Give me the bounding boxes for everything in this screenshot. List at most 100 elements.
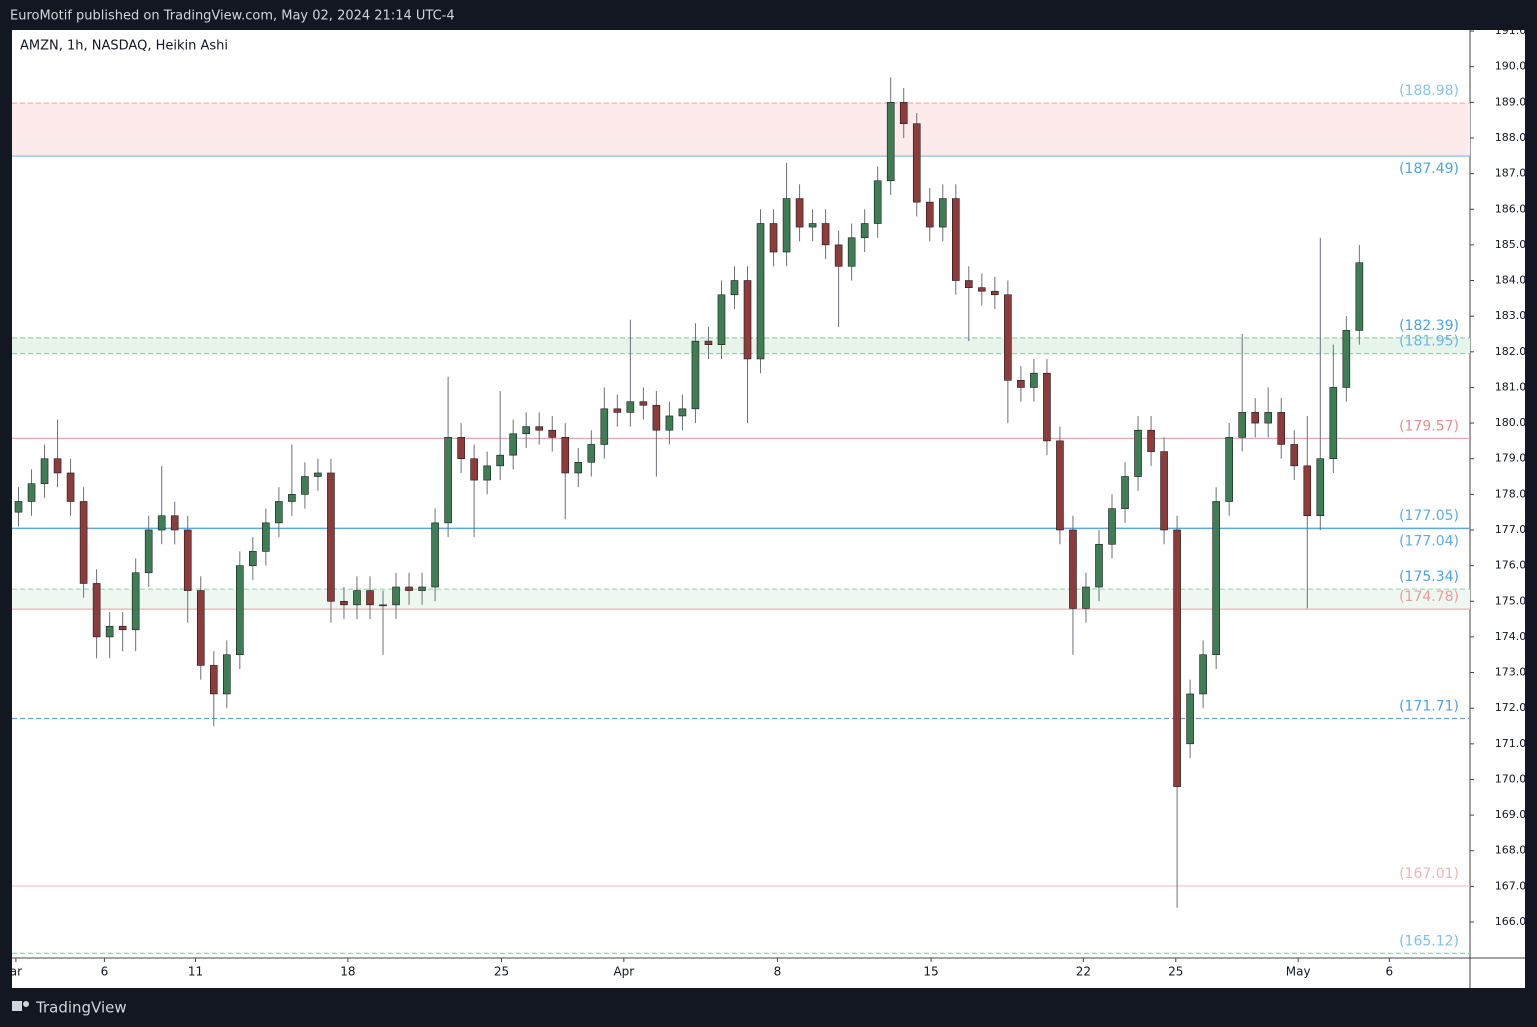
candle-body <box>66 472 75 502</box>
candle-body <box>769 223 778 253</box>
candle-body <box>236 565 244 656</box>
candle-body <box>1160 451 1168 531</box>
candle-body <box>1147 429 1155 452</box>
candle-body <box>170 515 179 531</box>
candle-body <box>183 529 192 591</box>
candle-body <box>808 223 817 228</box>
level-label: (165.12) <box>1399 933 1459 949</box>
candle-body <box>444 437 452 524</box>
candle-body <box>131 572 140 631</box>
candle-body <box>1121 476 1129 509</box>
y-tick-label: 187.00 <box>1495 167 1534 180</box>
plot-background <box>12 30 1525 988</box>
y-tick-label: 182.00 <box>1495 345 1534 358</box>
x-tick-label: 15 <box>923 965 938 979</box>
zone <box>12 337 1470 354</box>
candle-body <box>991 290 999 296</box>
candle-body <box>899 102 908 125</box>
candle-body <box>157 515 166 531</box>
candle-body <box>340 600 348 606</box>
candle-body <box>704 340 713 345</box>
y-tick-label: 174.00 <box>1495 630 1534 643</box>
x-tick-label: 25 <box>1168 965 1183 979</box>
candle-body <box>1238 412 1246 438</box>
candle-body <box>53 458 62 474</box>
zone <box>12 103 1470 157</box>
candle-body <box>327 472 335 602</box>
candle-body <box>1004 294 1012 381</box>
brand: TradingView <box>35 999 127 1017</box>
candle-body <box>262 522 270 552</box>
candle-body <box>418 586 426 591</box>
candle-body <box>288 494 296 502</box>
candle-body <box>795 198 804 228</box>
y-tick-label: 180.00 <box>1495 416 1534 429</box>
candle-body <box>847 237 856 267</box>
candle-body <box>951 198 960 281</box>
y-tick-label: 176.00 <box>1495 559 1534 572</box>
y-tick-label: 171.00 <box>1495 737 1534 750</box>
y-tick-label: 183.00 <box>1495 309 1534 322</box>
level-label: (171.71) <box>1399 699 1459 715</box>
candle-body <box>978 287 986 292</box>
y-tick-label: 189.00 <box>1495 95 1534 108</box>
level-label: (181.95) <box>1399 334 1459 350</box>
candle-body <box>509 433 517 456</box>
level-label: (175.34) <box>1399 569 1459 585</box>
candle-body <box>1355 262 1364 331</box>
x-tick-label: May <box>1286 965 1311 979</box>
candle-body <box>561 437 570 474</box>
candle-body <box>1017 380 1025 388</box>
y-tick-label: 169.00 <box>1495 808 1534 821</box>
candle-body <box>209 665 218 695</box>
candle-body <box>275 501 283 524</box>
y-tick-label: 188.00 <box>1495 131 1534 144</box>
candle-body <box>626 401 635 413</box>
level-label: (187.49) <box>1399 161 1459 177</box>
candle-body <box>118 625 127 631</box>
candle-body <box>730 280 739 296</box>
candle-body <box>691 340 700 410</box>
candle-body <box>1082 586 1090 609</box>
y-tick-label: 170.00 <box>1495 772 1534 785</box>
candle-body <box>1329 387 1338 460</box>
candle-body <box>431 522 439 588</box>
candle-body <box>860 223 869 239</box>
level-label: (177.04) <box>1399 534 1459 550</box>
candle-body <box>470 458 478 481</box>
candle-body <box>1212 501 1220 656</box>
candle-body <box>574 461 583 474</box>
x-tick-label: 8 <box>774 965 782 979</box>
x-tick-label: ar <box>10 965 22 979</box>
y-tick-label: 177.00 <box>1495 523 1534 536</box>
candle-body <box>938 198 947 228</box>
candle-body <box>821 223 830 246</box>
y-tick-label: 181.00 <box>1495 380 1534 393</box>
y-tick-label: 172.00 <box>1495 701 1534 714</box>
x-tick-label: 25 <box>494 965 509 979</box>
level-label: (188.98) <box>1399 83 1459 99</box>
candle-body <box>79 501 88 584</box>
candle-body <box>613 408 622 413</box>
candle-body <box>1186 693 1194 745</box>
candle-body <box>405 586 413 591</box>
candle-body <box>1108 508 1116 545</box>
candle-body <box>717 294 726 345</box>
candle-body <box>912 123 921 203</box>
candle-body <box>1069 529 1077 609</box>
x-tick-label: 22 <box>1076 965 1091 979</box>
candle-body <box>782 198 791 253</box>
x-tick-label: 6 <box>1385 965 1393 979</box>
chart-title: AMZN, 1h, NASDAQ, Heikin Ashi <box>20 39 228 54</box>
zone <box>12 589 1470 610</box>
level-label: (167.01) <box>1399 866 1459 882</box>
candle-body <box>678 408 687 417</box>
x-tick-label: 18 <box>340 965 355 979</box>
candle-body <box>1134 429 1142 477</box>
candle-body <box>756 223 765 360</box>
x-tick-label: Apr <box>613 965 634 979</box>
candle-body <box>1043 372 1051 442</box>
candle-body <box>1290 444 1299 467</box>
